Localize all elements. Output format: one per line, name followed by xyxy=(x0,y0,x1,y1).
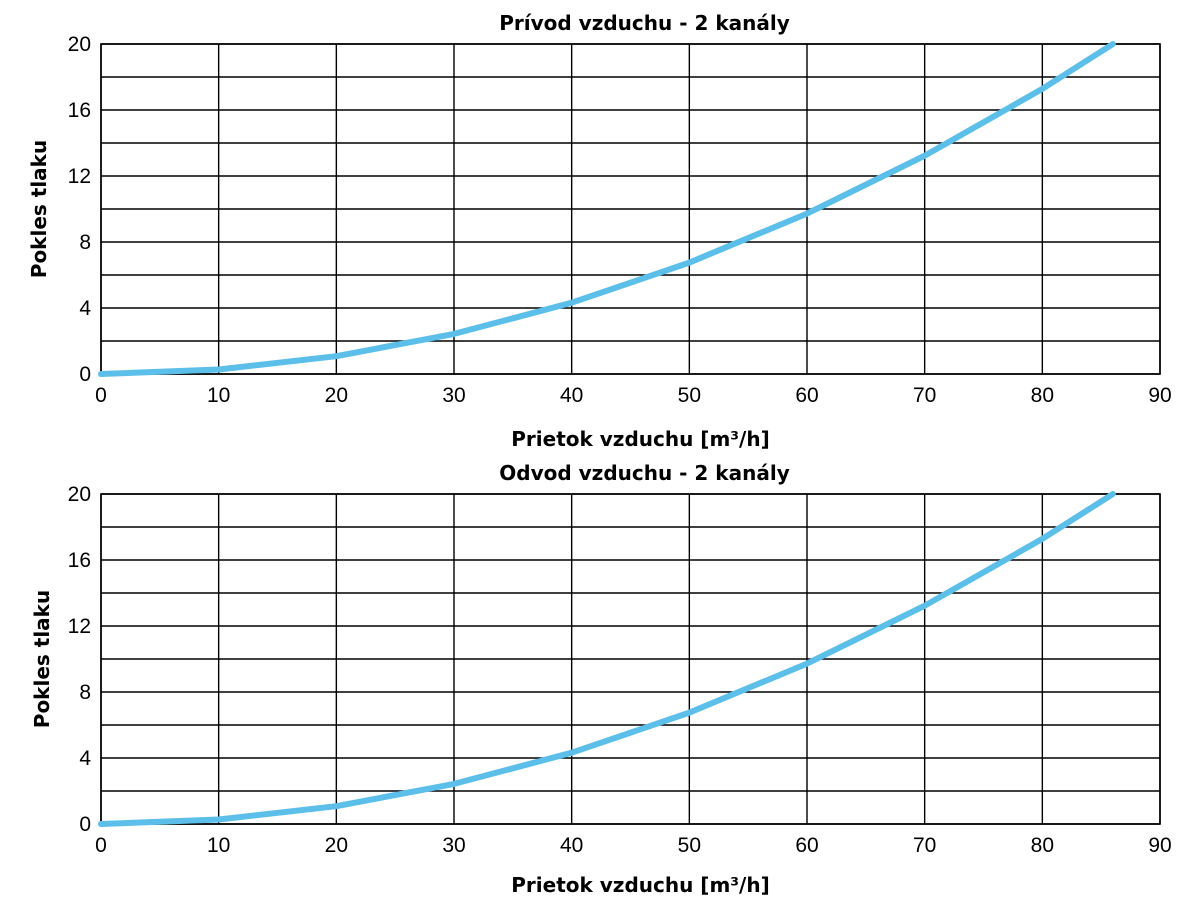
plot-frame xyxy=(100,43,1161,375)
x-tick-label: 80 xyxy=(1031,834,1054,857)
y-tick-label: 4 xyxy=(79,747,91,770)
x-tick-label: 40 xyxy=(560,834,583,857)
x-axis-title: Prietok vzduchu [m³/h] xyxy=(511,873,769,897)
x-tick-label: 60 xyxy=(795,384,818,407)
y-tick-label: 20 xyxy=(68,33,91,56)
x-tick-label: 30 xyxy=(442,384,465,407)
y-tick-label: 12 xyxy=(68,615,91,638)
y-tick-label: 4 xyxy=(79,297,91,320)
x-tick-label: 40 xyxy=(560,384,583,407)
x-tick-label: 70 xyxy=(913,384,936,407)
plot-frame xyxy=(100,493,1161,825)
chart-title: Prívod vzduchu - 2 kanály xyxy=(499,11,790,35)
x-tick-label: 60 xyxy=(795,834,818,857)
x-tick-label: 20 xyxy=(325,834,348,857)
series-line xyxy=(98,491,1116,827)
x-tick-label: 30 xyxy=(442,834,465,857)
y-tick-label: 12 xyxy=(68,165,91,188)
x-tick-label: 20 xyxy=(325,384,348,407)
series-line xyxy=(98,41,1116,377)
y-tick-label: 0 xyxy=(79,813,91,836)
x-tick-label: 0 xyxy=(95,384,107,407)
x-tick-label: 10 xyxy=(207,384,230,407)
x-tick-label: 50 xyxy=(678,384,701,407)
y-tick-label: 8 xyxy=(79,681,91,704)
x-tick-label: 70 xyxy=(913,834,936,857)
y-tick-label: 20 xyxy=(68,483,91,506)
y-tick-label: 16 xyxy=(68,549,91,572)
y-axis-title: Pokles tlaku xyxy=(30,590,54,728)
x-tick-label: 50 xyxy=(678,834,701,857)
x-tick-label: 80 xyxy=(1031,384,1054,407)
chart-title: Odvod vzduchu - 2 kanály xyxy=(499,461,789,485)
x-axis-title: Prietok vzduchu [m³/h] xyxy=(511,427,769,451)
x-tick-label: 90 xyxy=(1148,384,1171,407)
y-axis-title: Pokles tlaku xyxy=(27,140,51,278)
y-tick-label: 16 xyxy=(68,99,91,122)
y-tick-label: 8 xyxy=(79,231,91,254)
y-tick-label: 0 xyxy=(79,363,91,386)
x-tick-label: 0 xyxy=(95,834,107,857)
x-tick-label: 90 xyxy=(1148,834,1171,857)
x-tick-label: 10 xyxy=(207,834,230,857)
